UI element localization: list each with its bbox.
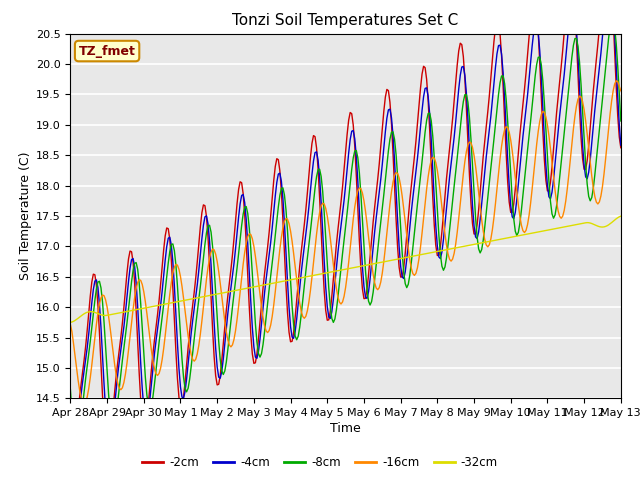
Title: Tonzi Soil Temperatures Set C: Tonzi Soil Temperatures Set C (232, 13, 459, 28)
X-axis label: Time: Time (330, 422, 361, 435)
Y-axis label: Soil Temperature (C): Soil Temperature (C) (19, 152, 32, 280)
Legend: -2cm, -4cm, -8cm, -16cm, -32cm: -2cm, -4cm, -8cm, -16cm, -32cm (138, 452, 502, 474)
Text: TZ_fmet: TZ_fmet (79, 45, 136, 58)
